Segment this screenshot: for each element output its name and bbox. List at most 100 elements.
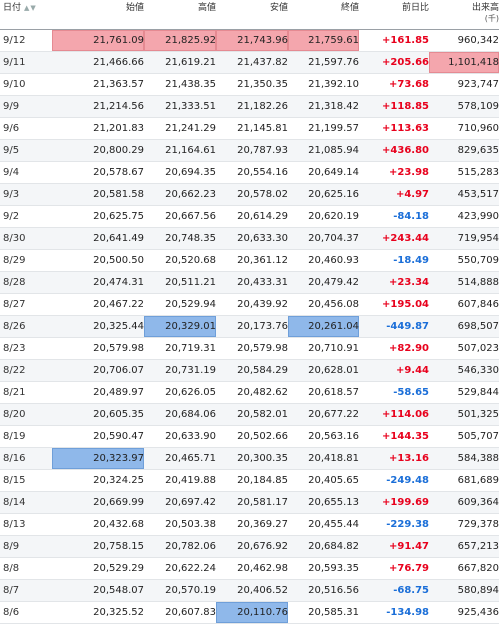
change-cell: +4.97 bbox=[359, 183, 429, 206]
high-cell: 20,607.83 bbox=[144, 601, 216, 624]
open-cell: 21,363.57 bbox=[52, 73, 144, 96]
open-cell: 21,214.56 bbox=[52, 95, 144, 118]
close-cell: 20,655.13 bbox=[288, 491, 359, 514]
date-cell: 8/13 bbox=[0, 513, 52, 536]
high-cell: 21,241.29 bbox=[144, 117, 216, 140]
close-cell: 21,085.94 bbox=[288, 139, 359, 162]
date-cell: 8/28 bbox=[0, 271, 52, 294]
change-cell: -18.49 bbox=[359, 249, 429, 272]
low-cell: 20,502.66 bbox=[216, 425, 288, 448]
volume-cell: 710,960 bbox=[429, 117, 499, 140]
change-cell: -58.65 bbox=[359, 381, 429, 404]
low-cell: 20,579.98 bbox=[216, 337, 288, 360]
change-cell: +114.06 bbox=[359, 403, 429, 426]
date-cell: 8/22 bbox=[0, 359, 52, 382]
high-cell: 21,333.51 bbox=[144, 95, 216, 118]
low-cell: 20,787.93 bbox=[216, 139, 288, 162]
high-cell: 20,419.88 bbox=[144, 469, 216, 492]
low-cell: 20,173.76 bbox=[216, 315, 288, 338]
open-cell: 20,467.22 bbox=[52, 293, 144, 316]
open-cell: 20,489.97 bbox=[52, 381, 144, 404]
high-cell: 21,619.21 bbox=[144, 51, 216, 74]
low-cell: 21,743.96 bbox=[216, 29, 288, 52]
close-cell: 20,563.16 bbox=[288, 425, 359, 448]
table-row: 9/4 20,578.67 20,694.35 20,554.16 20,649.14 +… bbox=[0, 161, 499, 184]
date-cell: 8/16 bbox=[0, 447, 52, 470]
low-cell: 20,633.30 bbox=[216, 227, 288, 250]
date-cell: 9/9 bbox=[0, 95, 52, 118]
close-cell: 20,456.08 bbox=[288, 293, 359, 316]
date-cell: 8/19 bbox=[0, 425, 52, 448]
close-cell: 20,677.22 bbox=[288, 403, 359, 426]
low-cell: 20,369.27 bbox=[216, 513, 288, 536]
high-cell: 20,662.23 bbox=[144, 183, 216, 206]
volume-cell: 584,388 bbox=[429, 447, 499, 470]
change-cell: +73.68 bbox=[359, 73, 429, 96]
table-row: 8/19 20,590.47 20,633.90 20,502.66 20,563.16… bbox=[0, 425, 499, 448]
date-column-header[interactable]: 日付 ▲▼ bbox=[0, 0, 52, 30]
volume-cell: 546,330 bbox=[429, 359, 499, 382]
date-cell: 9/12 bbox=[0, 29, 52, 52]
volume-cell: 423,990 bbox=[429, 205, 499, 228]
date-cell: 9/3 bbox=[0, 183, 52, 206]
change-cell: -68.75 bbox=[359, 579, 429, 602]
volume-cell: 719,954 bbox=[429, 227, 499, 250]
volume-cell: 925,436 bbox=[429, 601, 499, 624]
open-cell: 20,474.31 bbox=[52, 271, 144, 294]
volume-cell: 580,894 bbox=[429, 579, 499, 602]
open-cell: 20,578.67 bbox=[52, 161, 144, 184]
high-cell: 20,520.68 bbox=[144, 249, 216, 272]
table-row: 9/5 20,800.29 21,164.61 20,787.93 21,085.94 +… bbox=[0, 139, 499, 162]
close-cell: 20,710.91 bbox=[288, 337, 359, 360]
table-row: 8/8 20,529.29 20,622.24 20,462.98 20,593.35 +… bbox=[0, 557, 499, 580]
volume-unit-label: (千) bbox=[484, 14, 499, 23]
sort-icon[interactable]: ▲▼ bbox=[24, 4, 37, 12]
volume-cell: 505,707 bbox=[429, 425, 499, 448]
date-cell: 9/6 bbox=[0, 117, 52, 140]
table-row: 8/7 20,548.07 20,570.19 20,406.52 20,516.56-… bbox=[0, 579, 499, 602]
high-cell: 20,694.35 bbox=[144, 161, 216, 184]
date-cell: 9/4 bbox=[0, 161, 52, 184]
date-cell: 9/5 bbox=[0, 139, 52, 162]
high-cell: 20,697.42 bbox=[144, 491, 216, 514]
table-row: 8/13 20,432.68 20,503.38 20,369.27 20,455.44… bbox=[0, 513, 499, 536]
low-cell: 20,406.52 bbox=[216, 579, 288, 602]
change-cell: -84.18 bbox=[359, 205, 429, 228]
close-cell: 21,392.10 bbox=[288, 73, 359, 96]
volume-cell: 529,844 bbox=[429, 381, 499, 404]
table-row: 8/29 20,500.50 20,520.68 20,361.12 20,460.93… bbox=[0, 249, 499, 272]
close-cell: 21,759.61 bbox=[288, 29, 359, 52]
table-body: 9/12 21,761.09 21,825.92 21,743.96 21,759.61… bbox=[0, 29, 499, 624]
change-cell: +199.69 bbox=[359, 491, 429, 514]
low-cell: 20,578.02 bbox=[216, 183, 288, 206]
change-cell: -449.87 bbox=[359, 315, 429, 338]
volume-cell: 514,888 bbox=[429, 271, 499, 294]
date-cell: 8/7 bbox=[0, 579, 52, 602]
close-cell: 21,318.42 bbox=[288, 95, 359, 118]
low-cell: 20,462.98 bbox=[216, 557, 288, 580]
volume-cell: 829,635 bbox=[429, 139, 499, 162]
date-cell: 8/21 bbox=[0, 381, 52, 404]
change-cell: +13.16 bbox=[359, 447, 429, 470]
low-cell: 20,361.12 bbox=[216, 249, 288, 272]
close-cell: 20,628.01 bbox=[288, 359, 359, 382]
low-cell: 20,614.29 bbox=[216, 205, 288, 228]
volume-cell: 453,517 bbox=[429, 183, 499, 206]
close-cell: 20,593.35 bbox=[288, 557, 359, 580]
high-cell: 20,465.71 bbox=[144, 447, 216, 470]
change-cell: +113.63 bbox=[359, 117, 429, 140]
volume-cell: 667,820 bbox=[429, 557, 499, 580]
close-cell: 20,618.57 bbox=[288, 381, 359, 404]
table-row: 9/2 20,625.75 20,667.56 20,614.29 20,620.19-… bbox=[0, 205, 499, 228]
close-cell: 21,199.57 bbox=[288, 117, 359, 140]
date-cell: 8/26 bbox=[0, 315, 52, 338]
close-cell: 20,405.65 bbox=[288, 469, 359, 492]
open-cell: 20,625.75 bbox=[52, 205, 144, 228]
close-cell: 20,479.42 bbox=[288, 271, 359, 294]
open-cell: 20,800.29 bbox=[52, 139, 144, 162]
change-cell: +118.85 bbox=[359, 95, 429, 118]
open-cell: 20,325.52 bbox=[52, 601, 144, 624]
open-cell: 21,466.66 bbox=[52, 51, 144, 74]
low-cell: 20,554.16 bbox=[216, 161, 288, 184]
close-cell: 20,620.19 bbox=[288, 205, 359, 228]
